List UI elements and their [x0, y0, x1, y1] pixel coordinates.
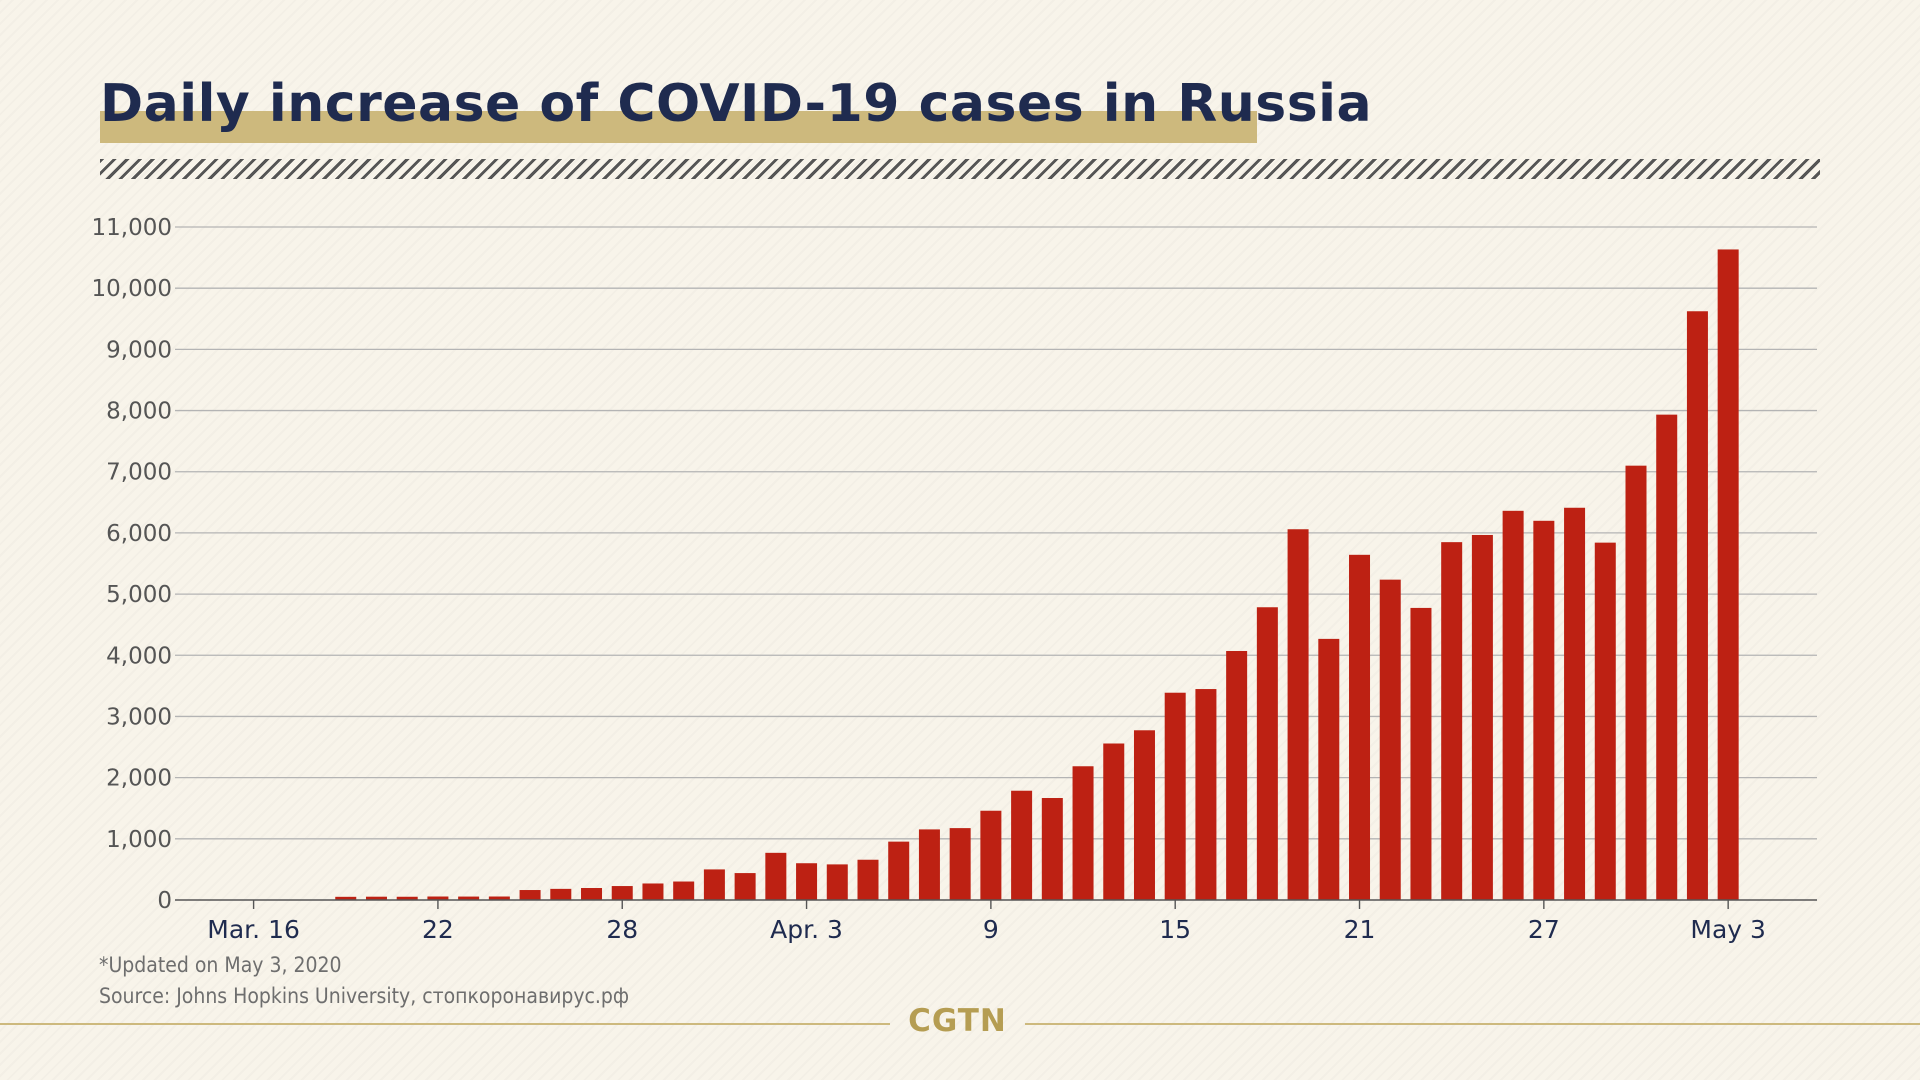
bar-mar-31: [703, 869, 725, 900]
bar-apr-23: [1410, 607, 1432, 900]
bar-mar-27: [581, 888, 603, 900]
bar-apr-21: [1349, 554, 1371, 900]
y-tick-label: 5,000: [106, 582, 172, 608]
bar-apr-22: [1379, 579, 1401, 900]
bar-mar-26: [550, 888, 572, 900]
hatched-divider: [100, 159, 1820, 179]
bar-apr-18: [1256, 607, 1278, 900]
bar-mar-23: [458, 896, 480, 900]
bar-apr-25: [1471, 534, 1493, 900]
bar-apr-5: [857, 859, 879, 900]
y-tick-label: 0: [157, 888, 172, 914]
bar-mar-30: [673, 881, 695, 900]
bar-mar-19: [335, 896, 357, 900]
bar-apr-9: [980, 810, 1002, 900]
bar-apr-30: [1625, 465, 1647, 900]
x-tick-label: 28: [606, 915, 638, 944]
bars: [335, 249, 1739, 900]
footer-rule-left: [0, 1023, 890, 1025]
y-tick-label: 4,000: [106, 643, 172, 669]
bar-apr-15: [1164, 692, 1186, 900]
bar-apr-6: [888, 841, 910, 900]
x-tick-label: Apr. 3: [770, 915, 843, 944]
x-axis-labels: Mar. 16 22 28 Apr. 3 9 15 21 27 May 3: [207, 900, 1766, 944]
bar-apr-2: [765, 852, 787, 900]
bar-apr-28: [1564, 507, 1586, 900]
bar-may-3: [1717, 249, 1739, 900]
bar-apr-24: [1441, 542, 1463, 900]
bar-apr-11: [1041, 798, 1063, 900]
y-axis-labels: 0 1,000 2,000 3,000 4,000 5,000 6,000 7,000 8,00…: [92, 215, 172, 914]
chart-title: Daily increase of COVID-19 cases in Russ…: [100, 74, 1373, 134]
y-tick-label: 8,000: [106, 399, 172, 425]
x-tick-label: May 3: [1690, 915, 1766, 944]
bar-apr-8: [949, 828, 971, 900]
bar-apr-26: [1502, 510, 1524, 900]
cgtn-logo: CGTN: [908, 1003, 1007, 1039]
bar-apr-7: [918, 829, 940, 900]
bar-mar-20: [365, 896, 387, 900]
bar-apr-4: [826, 864, 848, 900]
y-tick-label: 7,000: [106, 460, 172, 486]
bar-apr-10: [1011, 790, 1033, 900]
bar-apr-1: [734, 873, 756, 900]
x-tick-label: 22: [422, 915, 454, 944]
bar-apr-17: [1226, 650, 1248, 900]
x-tick-label: Mar. 16: [207, 915, 300, 944]
y-tick-label: 6,000: [106, 521, 172, 547]
bar-may-2: [1686, 311, 1708, 900]
bar-mar-25: [519, 890, 541, 900]
bar-apr-20: [1318, 638, 1340, 900]
y-tick-label: 10,000: [92, 276, 172, 302]
bar-mar-24: [488, 896, 510, 900]
title-block: Daily increase of COVID-19 cases in Russ…: [100, 64, 1372, 144]
y-tick-label: 9,000: [106, 337, 172, 363]
bar-chart: 0 1,000 2,000 3,000 4,000 5,000 6,000 7,000 8,00…: [92, 215, 1817, 944]
bar-mar-28: [611, 886, 633, 900]
bar-apr-12: [1072, 766, 1094, 900]
footnote-updated: *Updated on May 3, 2020: [99, 953, 342, 977]
y-tick-label: 11,000: [92, 215, 172, 241]
y-tick-label: 2,000: [106, 766, 172, 792]
x-tick-label: 21: [1344, 915, 1376, 944]
bar-apr-19: [1287, 529, 1309, 900]
bar-apr-29: [1594, 542, 1616, 900]
y-tick-label: 1,000: [106, 827, 172, 853]
bar-mar-21: [396, 896, 418, 900]
bar-apr-13: [1103, 743, 1125, 900]
bar-apr-27: [1533, 520, 1555, 900]
title-underline-bar: [100, 111, 1257, 143]
bar-apr-14: [1133, 730, 1155, 900]
x-tick-label: 9: [983, 915, 999, 944]
footer-rule-right: [1025, 1023, 1920, 1025]
bar-may-1: [1656, 414, 1678, 900]
bar-apr-16: [1195, 689, 1217, 900]
footnote-source: Source: Johns Hopkins University, стопко…: [99, 984, 630, 1008]
bar-apr-3: [796, 863, 818, 900]
y-tick-label: 3,000: [106, 704, 172, 730]
x-tick-label: 15: [1159, 915, 1191, 944]
x-tick-label: 27: [1528, 915, 1560, 944]
bar-mar-22: [427, 896, 449, 900]
bar-mar-29: [642, 883, 664, 900]
